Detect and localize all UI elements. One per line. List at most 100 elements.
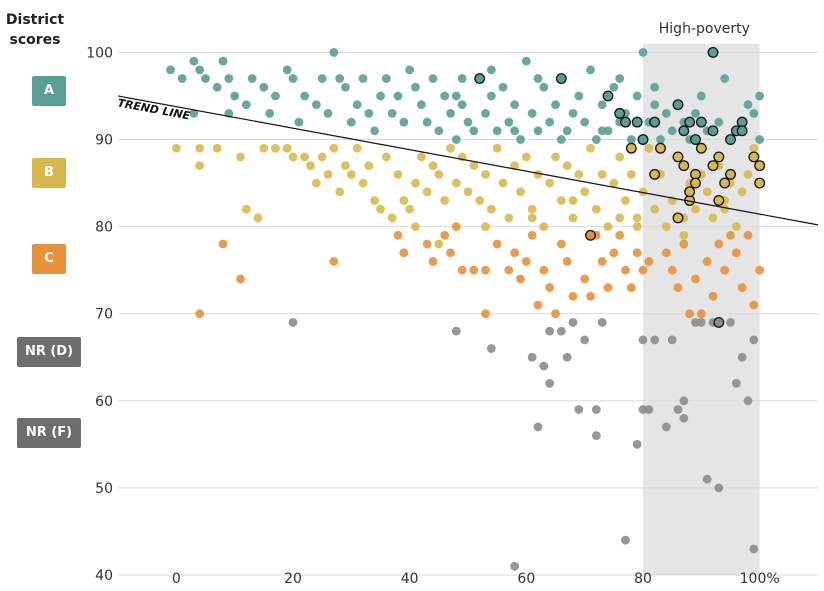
data-point-c xyxy=(580,274,590,284)
data-point-a xyxy=(521,56,531,66)
data-point-nr xyxy=(679,413,689,423)
data-point-b xyxy=(440,196,450,205)
data-point-b xyxy=(708,213,718,223)
data-point-a xyxy=(597,126,607,136)
highlighted-point-b xyxy=(678,160,690,172)
data-point-a xyxy=(562,126,572,136)
highlighted-point-c xyxy=(585,229,596,241)
data-point-a xyxy=(422,117,432,127)
data-point-a xyxy=(469,126,479,136)
data-point-c xyxy=(644,257,654,266)
data-point-a xyxy=(533,74,543,83)
data-point-b xyxy=(568,213,578,223)
data-point-c xyxy=(399,248,409,258)
data-point-nr xyxy=(644,405,654,414)
y-tick-label: 40 xyxy=(95,568,113,584)
data-point-a xyxy=(691,108,700,118)
data-point-nr xyxy=(749,335,759,345)
data-point-b xyxy=(510,161,520,171)
data-point-b xyxy=(370,196,380,205)
x-tick-label: 0 xyxy=(172,571,181,587)
data-point-b xyxy=(661,222,671,232)
data-point-a xyxy=(714,117,724,127)
data-point-c xyxy=(510,248,520,258)
data-point-a xyxy=(411,82,420,92)
data-point-a xyxy=(533,126,543,136)
data-point-c xyxy=(539,265,549,275)
data-point-a xyxy=(597,100,607,110)
data-point-a xyxy=(539,82,549,92)
data-point-nr xyxy=(731,378,741,388)
data-point-c xyxy=(393,230,403,240)
data-point-a xyxy=(591,135,601,144)
data-point-nr xyxy=(597,318,607,327)
data-point-a xyxy=(358,74,368,83)
data-point-b xyxy=(498,178,508,188)
highlighted-point-b xyxy=(690,177,701,189)
data-point-c xyxy=(562,257,572,266)
highlighted-point-b xyxy=(672,212,684,224)
data-point-b xyxy=(720,204,730,214)
data-point-a xyxy=(259,82,269,92)
data-point-a xyxy=(516,135,525,144)
data-point-c xyxy=(533,300,543,310)
data-point-nr xyxy=(486,344,496,353)
data-point-b xyxy=(580,187,590,197)
data-point-c xyxy=(621,265,630,275)
high-poverty-label: High-poverty xyxy=(659,21,750,37)
data-point-nr xyxy=(673,405,683,414)
data-point-c xyxy=(504,265,514,275)
data-point-nr xyxy=(621,535,630,545)
data-point-b xyxy=(691,204,700,214)
data-point-b xyxy=(393,169,403,179)
data-point-c xyxy=(481,309,490,319)
x-tick-label: 20 xyxy=(284,571,302,587)
data-point-c xyxy=(615,230,625,240)
highlighted-point-b xyxy=(684,186,696,198)
data-point-a xyxy=(451,91,461,101)
data-point-c xyxy=(218,239,228,249)
data-point-b xyxy=(638,187,648,197)
data-point-b xyxy=(591,204,601,214)
data-point-b xyxy=(621,196,630,205)
x-tick-label: 40 xyxy=(401,571,419,587)
data-point-a xyxy=(329,48,339,57)
data-point-a xyxy=(749,108,759,118)
data-point-b xyxy=(212,143,222,153)
data-point-b xyxy=(411,222,420,232)
data-point-nr xyxy=(539,361,549,371)
y-tick-label: 80 xyxy=(95,220,113,236)
highlighted-point-b xyxy=(754,160,766,172)
data-point-a xyxy=(271,91,280,101)
data-point-a xyxy=(224,74,234,83)
data-point-b xyxy=(574,169,584,179)
data-point-b xyxy=(533,169,543,179)
data-point-c xyxy=(609,248,619,258)
data-point-nr xyxy=(696,318,706,327)
data-point-b xyxy=(329,143,339,153)
data-point-nr xyxy=(545,326,555,336)
data-point-nr xyxy=(574,405,584,414)
data-point-a xyxy=(446,108,455,118)
data-point-nr xyxy=(679,396,689,406)
highlighted-point-b xyxy=(649,168,661,180)
data-point-b xyxy=(463,187,473,197)
data-point-a xyxy=(241,100,251,110)
data-point-c xyxy=(492,239,502,249)
data-point-b xyxy=(556,196,566,205)
data-point-nr xyxy=(562,352,572,362)
data-point-a xyxy=(574,91,584,101)
data-point-a xyxy=(609,82,619,92)
highlighted-point-b xyxy=(713,195,725,206)
data-point-c xyxy=(586,291,595,301)
data-point-a xyxy=(177,74,187,83)
highlighted-point-b xyxy=(713,151,725,163)
data-point-c xyxy=(708,291,718,301)
data-point-a xyxy=(212,82,222,92)
data-point-b xyxy=(428,161,438,171)
highlighted-point-a xyxy=(649,116,661,128)
data-point-b xyxy=(545,178,555,188)
y-tick-label: 70 xyxy=(95,307,113,323)
data-point-b xyxy=(236,152,245,162)
data-point-b xyxy=(405,204,415,214)
